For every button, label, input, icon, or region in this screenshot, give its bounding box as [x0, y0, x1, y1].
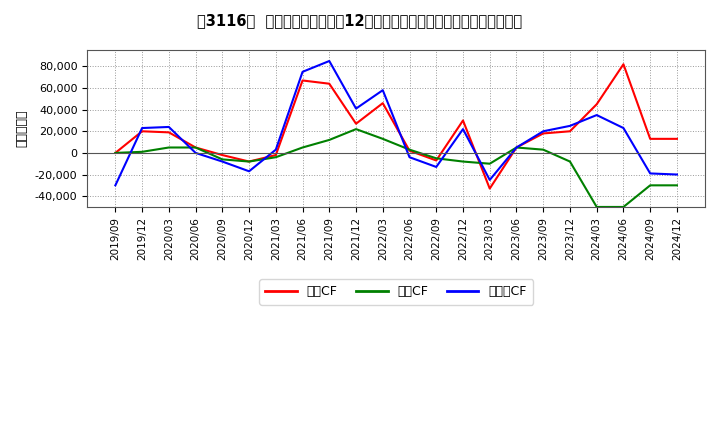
Y-axis label: （百万円）: （百万円） [15, 110, 28, 147]
営業CF [165, 130, 174, 135]
フリーCF [459, 126, 467, 132]
Line: フリーCF: フリーCF [115, 61, 677, 185]
投資CF [271, 154, 280, 160]
投資CF [325, 137, 333, 143]
投資CF [379, 136, 387, 142]
投資CF [566, 159, 575, 164]
投資CF [593, 204, 601, 209]
営業CF [325, 81, 333, 86]
投資CF [218, 157, 227, 162]
投資CF [245, 159, 253, 164]
フリーCF [672, 172, 681, 177]
営業CF [111, 150, 120, 156]
投資CF [138, 149, 146, 154]
投資CF [512, 145, 521, 150]
投資CF [539, 147, 547, 152]
フリーCF [271, 147, 280, 152]
フリーCF [646, 171, 654, 176]
フリーCF [485, 177, 494, 183]
営業CF [539, 131, 547, 136]
Text: ［3116］  キャッシュフローの12か月移動合計の対前年同期増減額の推移: ［3116］ キャッシュフローの12か月移動合計の対前年同期増減額の推移 [197, 13, 523, 28]
営業CF [646, 136, 654, 142]
営業CF [138, 128, 146, 134]
投資CF [646, 183, 654, 188]
投資CF [351, 126, 360, 132]
フリーCF [298, 69, 307, 74]
投資CF [672, 183, 681, 188]
営業CF [379, 100, 387, 106]
営業CF [271, 152, 280, 158]
営業CF [298, 78, 307, 83]
Legend: 営業CF, 投資CF, フリーCF: 営業CF, 投資CF, フリーCF [259, 279, 533, 304]
フリーCF [325, 59, 333, 64]
営業CF [218, 152, 227, 158]
フリーCF [218, 159, 227, 164]
投資CF [459, 159, 467, 164]
投資CF [298, 145, 307, 150]
投資CF [432, 156, 441, 161]
フリーCF [566, 123, 575, 128]
フリーCF [245, 169, 253, 174]
フリーCF [432, 164, 441, 169]
フリーCF [111, 183, 120, 188]
営業CF [566, 128, 575, 134]
営業CF [593, 102, 601, 107]
投資CF [165, 145, 174, 150]
フリーCF [165, 125, 174, 130]
営業CF [459, 118, 467, 123]
投資CF [619, 204, 628, 209]
営業CF [672, 136, 681, 142]
営業CF [245, 159, 253, 164]
投資CF [405, 147, 414, 152]
投資CF [192, 145, 200, 150]
営業CF [619, 62, 628, 67]
営業CF [512, 145, 521, 150]
営業CF [351, 121, 360, 126]
フリーCF [379, 88, 387, 93]
フリーCF [512, 145, 521, 150]
営業CF [432, 158, 441, 163]
営業CF [192, 145, 200, 150]
営業CF [485, 186, 494, 191]
投資CF [111, 150, 120, 156]
フリーCF [192, 150, 200, 156]
フリーCF [619, 125, 628, 131]
Line: 投資CF: 投資CF [115, 129, 677, 207]
営業CF [405, 148, 414, 154]
フリーCF [351, 106, 360, 111]
投資CF [485, 161, 494, 166]
Line: 営業CF: 営業CF [115, 64, 677, 189]
フリーCF [593, 113, 601, 118]
フリーCF [539, 128, 547, 134]
フリーCF [405, 154, 414, 160]
フリーCF [138, 125, 146, 131]
